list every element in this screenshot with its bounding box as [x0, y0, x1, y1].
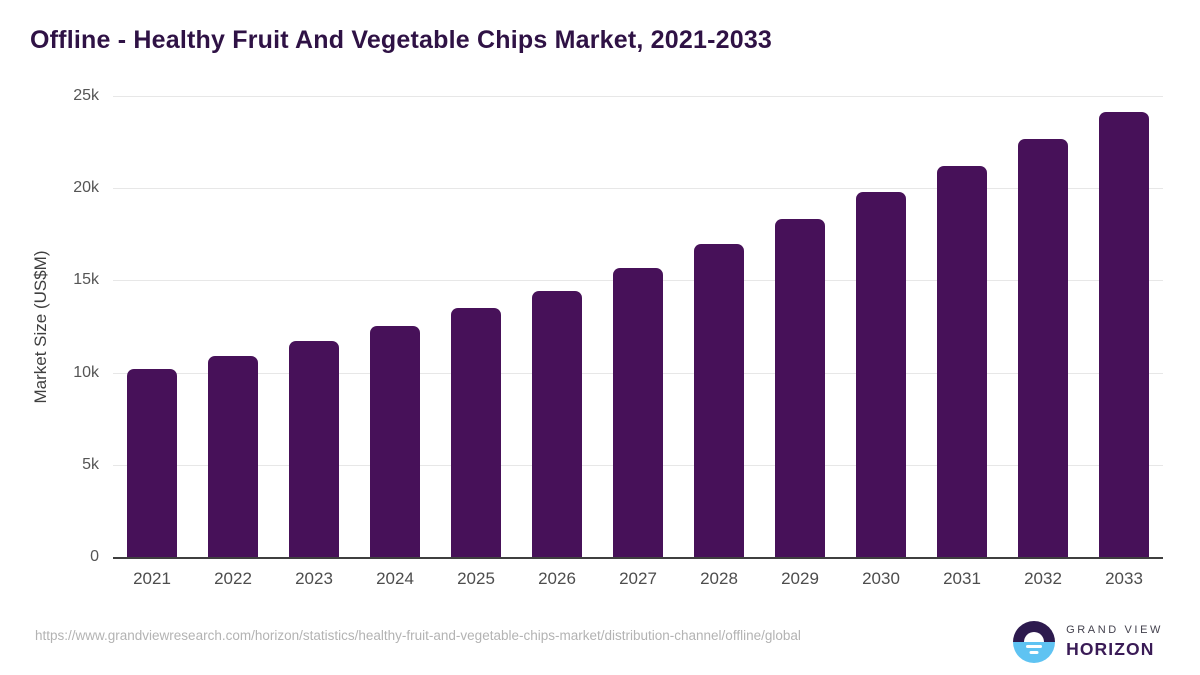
y-tick-label: 25k — [73, 87, 99, 104]
x-tick-label: 2033 — [1105, 569, 1143, 588]
bar-2026[interactable] — [532, 290, 582, 557]
x-tick-label: 2029 — [781, 569, 819, 588]
y-tick-label: 10k — [73, 363, 99, 381]
x-tick-label: 2026 — [538, 569, 576, 588]
y-tick-label: 20k — [73, 179, 99, 197]
bar-column-2032: 2032 — [1018, 96, 1068, 588]
bar-2030[interactable] — [856, 191, 906, 557]
gridline-20k — [113, 188, 1163, 190]
bar-2023[interactable] — [289, 341, 339, 557]
x-tick-label: 2031 — [943, 569, 981, 588]
x-tick-label: 2030 — [862, 569, 900, 588]
bar-2033[interactable] — [1099, 111, 1149, 557]
gridline-25k — [113, 96, 1163, 97]
x-tick-label: 2023 — [295, 569, 333, 588]
x-tick-label: 2028 — [700, 569, 738, 588]
bar-column-2030: 2030 — [856, 96, 906, 588]
brand-name-bottom: HORIZON — [1066, 639, 1155, 659]
bar-column-2031: 2031 — [937, 96, 987, 588]
bar-column-2021: 2021 — [127, 96, 177, 588]
bar-column-2025: 2025 — [451, 96, 501, 588]
plot-area: 2021 2022 2023 2024 2025 2026 2027 2028 2029 2030… — [73, 87, 1163, 588]
x-tick-label: 2027 — [619, 569, 657, 588]
sunrise-reflection-line-1 — [1026, 645, 1043, 648]
y-axis-title: Market Size (US$M) — [31, 250, 50, 404]
y-tick-label: 0 — [90, 548, 99, 565]
brand-text: GRAND VIEW HORIZON — [1066, 624, 1163, 660]
bar-column-2028: 2028 — [694, 96, 744, 588]
bar-column-2029: 2029 — [775, 96, 825, 588]
brand-name-top: GRAND VIEW — [1066, 624, 1163, 636]
bar-column-2023: 2023 — [289, 96, 339, 588]
bar-column-2026: 2026 — [532, 96, 582, 588]
sunrise-reflection-line-2 — [1029, 651, 1039, 654]
x-tick-label: 2024 — [376, 569, 414, 588]
source-url: https://www.grandviewresearch.com/horizo… — [35, 628, 801, 643]
bar-2028[interactable] — [694, 243, 744, 557]
grand-view-horizon-logo: GRAND VIEW HORIZON — [1013, 621, 1163, 663]
chart-title: Offline - Healthy Fruit And Vegetable Ch… — [30, 26, 773, 54]
bar-column-2027: 2027 — [613, 96, 663, 588]
bars-container: 2021 2022 2023 2024 2025 2026 2027 2028 2029 2030… — [113, 96, 1163, 588]
x-tick-label: 2025 — [457, 569, 495, 588]
bar-column-2033: 2033 — [1099, 96, 1149, 588]
bar-column-2022: 2022 — [208, 96, 258, 588]
bar-column-2024: 2024 — [370, 96, 420, 588]
y-tick-label: 5k — [82, 455, 99, 473]
y-tick-label: 15k — [73, 271, 99, 289]
bar-2024[interactable] — [370, 325, 420, 557]
sunrise-dome — [1024, 632, 1045, 642]
bar-2027[interactable] — [613, 268, 663, 557]
bar-2032[interactable] — [1018, 139, 1068, 557]
bar-2031[interactable] — [937, 166, 987, 557]
x-tick-label: 2022 — [214, 569, 252, 588]
bar-2025[interactable] — [451, 308, 501, 557]
bar-2022[interactable] — [208, 356, 258, 557]
bar-2021[interactable] — [127, 368, 177, 557]
horizon-sunrise-icon — [1013, 621, 1056, 663]
x-tick-label: 2021 — [133, 569, 171, 588]
x-tick-label: 2032 — [1024, 569, 1062, 588]
bar-2029[interactable] — [775, 218, 825, 557]
